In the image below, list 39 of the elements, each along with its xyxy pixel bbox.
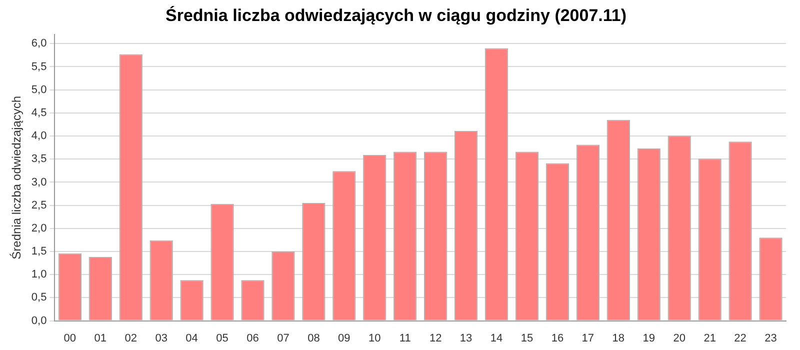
x-tick-label: 17 bbox=[582, 332, 594, 344]
x-tick-label: 07 bbox=[277, 332, 290, 344]
y-tick-label: 2,5 bbox=[31, 199, 47, 212]
y-tick-label: 4,5 bbox=[31, 106, 47, 119]
y-tick-label: 5,5 bbox=[31, 60, 47, 73]
x-tick-label: 21 bbox=[704, 332, 716, 344]
y-tick-label: 5,0 bbox=[31, 84, 47, 96]
y-tick-label: 1,0 bbox=[31, 268, 47, 281]
x-tick-label: 23 bbox=[764, 332, 777, 344]
x-tick-label: 04 bbox=[186, 332, 198, 344]
x-tick-label: 02 bbox=[124, 332, 137, 344]
x-tick-label: 05 bbox=[216, 332, 228, 344]
x-tick-label: 09 bbox=[338, 332, 350, 344]
x-tick-label: 00 bbox=[64, 332, 76, 344]
x-tick-label: 03 bbox=[155, 332, 168, 344]
chart-title: Średnia liczba odwiedzających w ciągu godziny (2007.11) bbox=[165, 4, 627, 25]
x-tick-label: 01 bbox=[94, 332, 107, 344]
x-tick-label: 10 bbox=[368, 332, 381, 344]
x-tick-label: 14 bbox=[490, 332, 503, 344]
x-tick-label: 06 bbox=[246, 332, 259, 344]
y-tick-label: 1,5 bbox=[31, 246, 47, 258]
x-tick-label: 22 bbox=[734, 332, 746, 344]
y-tick-label: 0,0 bbox=[31, 314, 47, 327]
x-tick-label: 18 bbox=[612, 332, 625, 344]
x-tick-label: 13 bbox=[460, 332, 472, 344]
x-tick-label: 20 bbox=[673, 332, 686, 344]
x-tick-label: 12 bbox=[429, 332, 442, 344]
x-tick-label: 15 bbox=[520, 332, 534, 344]
x-tick-label: 16 bbox=[551, 332, 564, 344]
y-tick-label: 3,0 bbox=[31, 176, 47, 188]
y-tick-label: 6,0 bbox=[31, 38, 47, 50]
x-tick-label: 11 bbox=[399, 332, 411, 344]
y-tick-label: 0,5 bbox=[31, 292, 47, 304]
y-axis-title: Średnia liczba odwiedzających bbox=[10, 96, 24, 260]
x-tick-label: 19 bbox=[642, 332, 656, 344]
y-tick-label: 4,0 bbox=[31, 130, 47, 142]
x-tick-label: 08 bbox=[308, 332, 320, 344]
y-tick-label: 2,0 bbox=[31, 222, 47, 234]
y-tick-label: 3,5 bbox=[31, 153, 47, 166]
